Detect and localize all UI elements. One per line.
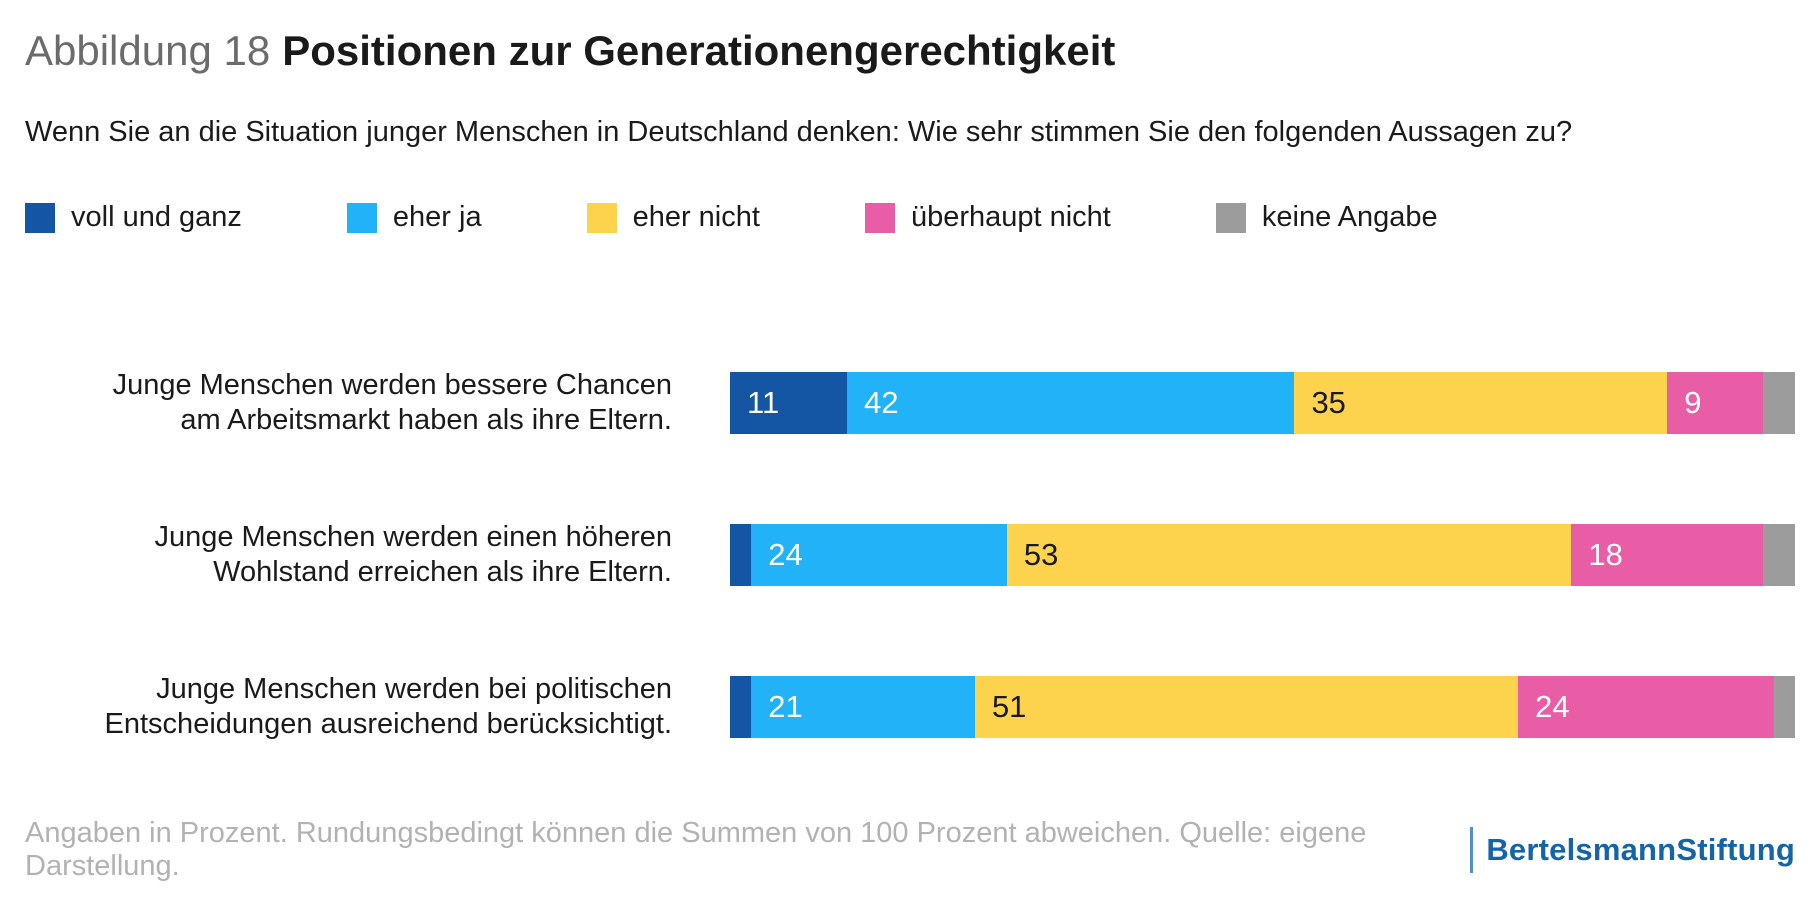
survey-question: Wenn Sie an die Situation junger Mensche… [25, 116, 1573, 148]
bar-segment: 21 [751, 676, 975, 738]
footnote: Angaben in Prozent. Rundungsbedingt könn… [25, 817, 1367, 882]
bar-segment [1763, 372, 1795, 434]
bar-segment [1773, 676, 1795, 738]
brand-name-part1: Bertelsmann [1486, 832, 1677, 867]
page-title: Abbildung 18 Positionen zur Generationeng… [0, 26, 1819, 76]
row-label: Junge Menschen werden einen höheren Wohls… [154, 521, 672, 588]
legend: voll und ganz eher ja eher nicht überhaupt … [0, 201, 1819, 234]
segment-value-label: 51 [991, 689, 1027, 724]
legend-label: überhaupt nicht [910, 201, 1111, 233]
figure-number: Abbildung 18 [25, 27, 271, 74]
segment-value-label: 11 [747, 385, 780, 420]
legend-label: eher ja [392, 201, 482, 233]
legend-swatch-icon [346, 202, 377, 233]
segment-value-label: 24 [768, 537, 803, 572]
brand-logo: BertelsmannStiftung [1470, 827, 1795, 873]
bar-segment: 24 [751, 524, 1007, 586]
bar-segment: 35 [1294, 372, 1668, 434]
row-label: Junge Menschen werden bessere Chancen am … [112, 369, 672, 436]
stacked-bar-chart: Junge Menschen werden bessere Chancen am … [0, 369, 1819, 740]
legend-label: keine Angabe [1261, 201, 1438, 233]
chart-row: Junge Menschen werden bessere Chancen am … [0, 369, 1795, 436]
brand-name-part2: Stiftung [1676, 832, 1795, 867]
bar-segment: 42 [847, 372, 1295, 434]
legend-swatch-icon [1215, 202, 1246, 233]
segment-value-label: 9 [1684, 385, 1702, 420]
segment-value-label: 35 [1311, 385, 1346, 420]
segment-value-label: 18 [1588, 537, 1623, 572]
stacked-bar: 11 42 35 9 [730, 372, 1795, 434]
bar-segment: 11 [730, 372, 848, 434]
bar-segment [1763, 524, 1795, 586]
segment-value-label: 42 [864, 385, 899, 420]
brand-separator [1470, 827, 1474, 873]
row-label: Junge Menschen werden bei politischen Ent… [104, 673, 672, 740]
segment-value-label: 24 [1535, 689, 1570, 724]
figure-heading: Positionen zur Generationengerechtigkeit [282, 27, 1116, 74]
legend-swatch-icon [864, 202, 895, 233]
bar-segment [730, 676, 752, 738]
footer: Angaben in Prozent. Rundungsbedingt könn… [0, 817, 1819, 903]
legend-label: voll und ganz [71, 201, 242, 233]
bar-segment: 18 [1571, 524, 1764, 586]
stacked-bar: 24 53 18 [730, 524, 1795, 586]
legend-item: keine Angabe [1215, 201, 1438, 234]
stacked-bar: 21 51 24 [730, 676, 1795, 738]
legend-label: eher nicht [632, 201, 760, 233]
bar-segment [730, 524, 752, 586]
legend-item: voll und ganz [25, 201, 242, 234]
legend-item: eher ja [346, 201, 482, 234]
bar-segment: 53 [1006, 524, 1572, 586]
bar-segment: 9 [1667, 372, 1764, 434]
segment-value-label: 21 [768, 689, 803, 724]
chart-row: Junge Menschen werden bei politischen Ent… [0, 673, 1795, 740]
legend-item: überhaupt nicht [864, 201, 1111, 234]
chart-row: Junge Menschen werden einen höheren Wohls… [0, 521, 1795, 588]
legend-swatch-icon [25, 202, 55, 233]
segment-value-label: 53 [1023, 537, 1059, 572]
brand-name: BertelsmannStiftung [1486, 832, 1795, 868]
legend-item: eher nicht [586, 201, 760, 234]
legend-swatch-icon [586, 202, 617, 233]
bar-segment: 51 [974, 676, 1519, 738]
bar-segment: 24 [1518, 676, 1774, 738]
